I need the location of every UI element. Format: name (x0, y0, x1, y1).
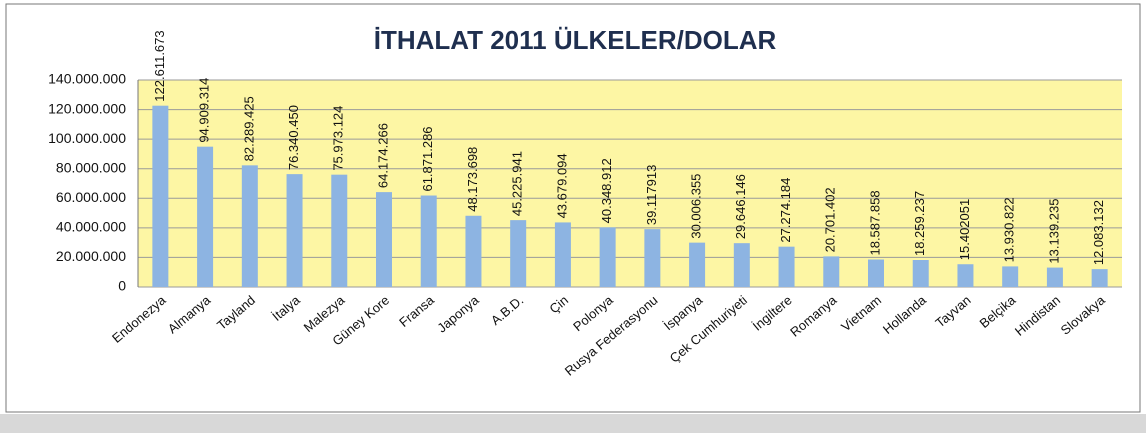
bar (241, 165, 258, 287)
bar (286, 174, 303, 287)
value-label: 27.274.184 (778, 178, 793, 243)
bar (644, 229, 661, 287)
value-label: 48.173.698 (465, 147, 480, 212)
y-tick-label: 60.000.000 (56, 189, 126, 205)
bar (778, 246, 795, 287)
chart-title: İTHALAT 2011 ÜLKELER/DOLAR (374, 25, 777, 55)
bar (420, 195, 437, 287)
value-label: 75.973.124 (331, 106, 346, 171)
value-label: 45.225.941 (510, 151, 525, 216)
value-label: 76.340.450 (286, 105, 301, 170)
value-label: 43.679.094 (554, 153, 569, 218)
y-tick-label: 40.000.000 (56, 219, 126, 235)
bar (912, 260, 929, 287)
bar (197, 146, 214, 287)
bar (599, 227, 616, 287)
value-label: 15.402051 (957, 199, 972, 260)
value-label: 13.139.235 (1046, 198, 1061, 263)
value-label: 40.348.912 (599, 158, 614, 223)
bottom-strip (0, 414, 1146, 433)
y-tick-label: 20.000.000 (56, 248, 126, 264)
value-label: 61.871.286 (420, 126, 435, 191)
bar (1046, 267, 1063, 287)
bar (689, 242, 706, 287)
bar (376, 192, 392, 287)
value-label: 13.930.822 (1002, 197, 1017, 262)
bar (823, 256, 840, 287)
bar (868, 259, 884, 287)
value-label: 94.909.314 (197, 78, 212, 143)
bar (554, 222, 571, 287)
value-label: 29.646.146 (733, 174, 748, 239)
bar (1002, 266, 1019, 287)
bar (510, 220, 527, 287)
value-label: 64.174.266 (375, 123, 390, 188)
value-label: 122.611.673 (152, 30, 167, 101)
bar (733, 243, 750, 287)
value-label: 12.083.132 (1091, 200, 1106, 265)
value-label: 18.587.858 (867, 190, 882, 255)
value-label: 82.289.425 (241, 96, 256, 161)
bar (1091, 269, 1108, 287)
y-tick-label: 100.000.000 (48, 130, 126, 146)
y-tick-label: 120.000.000 (48, 100, 126, 116)
bar (152, 105, 169, 287)
value-label: 20.701.402 (823, 187, 838, 252)
y-tick-label: 140.000.000 (48, 71, 126, 87)
value-label: 39.117913 (644, 165, 659, 226)
value-label: 30.006.355 (689, 174, 704, 239)
bar (465, 215, 482, 287)
y-tick-label: 80.000.000 (56, 159, 126, 175)
value-label: 18.259.237 (912, 191, 927, 256)
bar (331, 174, 348, 287)
y-tick-label: 0 (118, 278, 126, 294)
bar (957, 264, 974, 287)
